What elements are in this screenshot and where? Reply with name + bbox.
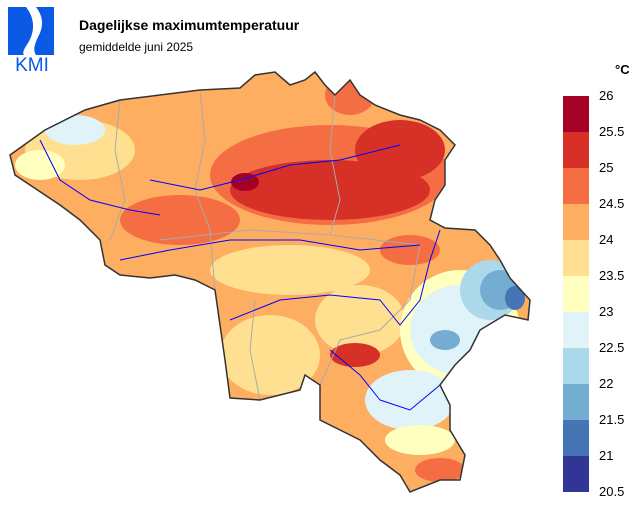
legend-tick-label: 21 bbox=[599, 448, 614, 463]
map-title: Dagelijkse maximumtemperatuur bbox=[79, 17, 300, 33]
legend-bin bbox=[563, 204, 589, 240]
legend-tick-label: 20.5 bbox=[599, 484, 625, 499]
legend-bin bbox=[563, 168, 589, 204]
legend-bin bbox=[563, 96, 589, 132]
legend-tick-label: 23.5 bbox=[599, 268, 625, 283]
legend-tick-label: 21.5 bbox=[599, 412, 625, 427]
legend-bin bbox=[563, 456, 589, 492]
legend-tick-label: 22.5 bbox=[599, 340, 625, 355]
legend-bin bbox=[563, 384, 589, 420]
legend-bin bbox=[563, 348, 589, 384]
legend-tick-label: 25 bbox=[599, 160, 614, 175]
legend-tick-label: 24.5 bbox=[599, 196, 625, 211]
legend-bin bbox=[563, 240, 589, 276]
legend-tick-label: 26 bbox=[599, 88, 614, 103]
legend-tick-label: 22 bbox=[599, 376, 614, 391]
legend-bin bbox=[563, 132, 589, 168]
rivers bbox=[39, 139, 441, 411]
province-borders bbox=[109, 89, 421, 401]
legend-bin bbox=[563, 276, 589, 312]
legend-bin bbox=[563, 312, 589, 348]
color-legend bbox=[563, 96, 589, 492]
legend-unit: °C bbox=[615, 62, 630, 77]
legend-tick-label: 24 bbox=[599, 232, 614, 247]
legend-tick-label: 23 bbox=[599, 304, 614, 319]
legend-tick-label: 25.5 bbox=[599, 124, 625, 139]
map-subtitle: gemiddelde juni 2025 bbox=[79, 40, 194, 54]
kmi-logo: KMI bbox=[8, 7, 54, 73]
belgium-temperature-map bbox=[9, 71, 531, 493]
legend-bin bbox=[563, 420, 589, 456]
svg-text:KMI: KMI bbox=[15, 55, 49, 73]
